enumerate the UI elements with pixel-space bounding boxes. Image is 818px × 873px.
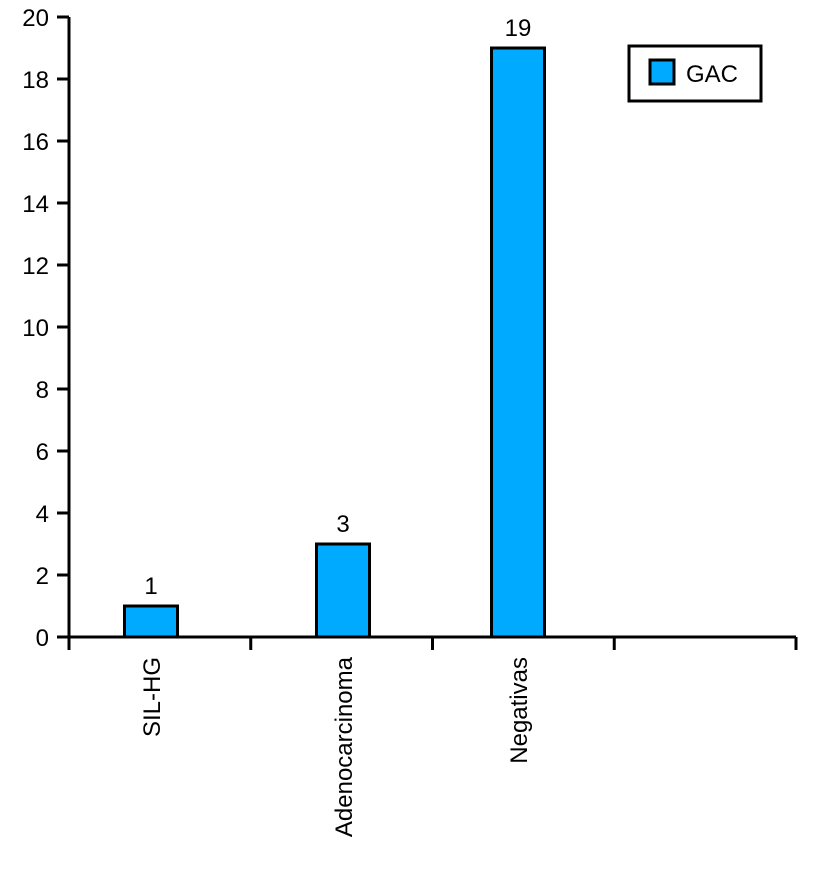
- bar-sil-hg: [123, 604, 179, 639]
- y-tick-label: 18: [22, 67, 49, 94]
- legend-swatch: [648, 58, 676, 86]
- y-axis: 0 2 4 6 8 10 12 14 16 18 20: [22, 5, 71, 652]
- y-tick-label: 14: [22, 191, 49, 218]
- y-tick-label: 20: [22, 5, 49, 32]
- legend: GAC: [627, 44, 763, 103]
- y-tick-label: 8: [36, 377, 49, 404]
- y-tick-label: 2: [36, 563, 49, 590]
- y-tick-label: 10: [22, 315, 49, 342]
- y-tick-label: 0: [36, 625, 49, 652]
- bar-adenocarcinoma: [315, 542, 371, 639]
- y-tick-label: 12: [22, 253, 49, 280]
- y-tick-label: 16: [22, 129, 49, 156]
- x-category-label: Negativas: [506, 657, 533, 764]
- legend-label: GAC: [686, 61, 738, 88]
- data-label: 1: [144, 573, 157, 600]
- x-axis: SIL-HG Adenocarcinoma Negativas: [67, 635, 798, 837]
- legend-box: [627, 44, 763, 103]
- y-tick-label: 4: [36, 501, 49, 528]
- x-category-label: Adenocarcinoma: [331, 656, 358, 837]
- bars: 1 3 19: [123, 15, 546, 639]
- y-tick-label: 6: [36, 439, 49, 466]
- bar-negativas: [490, 46, 546, 639]
- data-label: 19: [505, 15, 532, 42]
- x-category-label: SIL-HG: [139, 657, 166, 737]
- data-label: 3: [336, 511, 349, 538]
